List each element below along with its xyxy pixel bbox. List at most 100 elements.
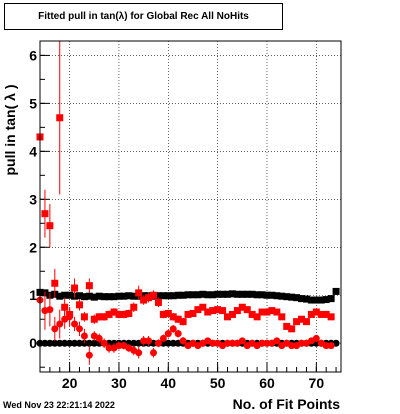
data-point-circle [149, 349, 157, 357]
data-point-square [199, 303, 207, 311]
data-point-square [95, 313, 103, 321]
data-point-circle [322, 342, 330, 350]
data-point-square [233, 307, 241, 315]
data-point-square [130, 303, 138, 311]
data-point-square [214, 306, 222, 314]
data-point-square [302, 318, 310, 326]
data-point-square [66, 291, 74, 299]
data-point-square [278, 292, 286, 300]
data-point-square [46, 222, 54, 230]
data-point-circle [327, 342, 335, 350]
data-point-circle [159, 339, 167, 347]
data-point-circle [228, 339, 236, 347]
data-point-circle [238, 337, 246, 345]
data-point-circle [85, 351, 93, 359]
x-axis-label: No. of Fit Points [232, 396, 340, 412]
x-tick-label: 30 [111, 375, 127, 391]
data-point-square [179, 291, 187, 299]
data-point-square [327, 313, 335, 321]
data-point-square [85, 292, 93, 300]
data-point-square [115, 292, 123, 300]
data-point-circle [85, 339, 93, 347]
data-point-square [209, 291, 217, 299]
data-point-circle [46, 339, 54, 347]
data-point-square [273, 292, 281, 300]
data-point-square [110, 293, 118, 301]
data-point-square [199, 290, 207, 298]
data-point-square [145, 294, 153, 302]
plot-frame [39, 40, 342, 373]
data-point-square [317, 310, 325, 318]
data-point-circle [56, 339, 64, 347]
data-point-square [268, 291, 276, 299]
data-point-square [184, 291, 192, 299]
data-point-circle [80, 332, 88, 340]
data-point-square [307, 310, 315, 318]
data-point-circle [298, 339, 306, 347]
data-point-square [238, 290, 246, 298]
data-point-circle [224, 339, 232, 347]
data-point-square [125, 292, 133, 300]
data-point-square [164, 292, 172, 300]
x-tick-label: 20 [62, 375, 78, 391]
data-point-square [194, 306, 202, 314]
data-point-square [278, 313, 286, 321]
data-point-square [159, 292, 167, 300]
data-point-square [61, 303, 69, 311]
data-point-square [298, 295, 306, 303]
data-point-circle [258, 339, 266, 347]
data-point-circle [130, 339, 138, 347]
data-point-square [189, 309, 197, 317]
data-point-square [204, 308, 212, 316]
y-tick-label: 3 [29, 191, 37, 207]
data-point-square [219, 307, 227, 315]
data-point-square [228, 310, 236, 318]
data-point-circle [159, 334, 167, 342]
x-tick-label: 40 [161, 375, 177, 391]
data-point-square [243, 290, 251, 298]
data-point-circle [51, 325, 59, 333]
data-point-square [268, 307, 276, 315]
y-tick-label: 4 [29, 143, 37, 159]
data-point-square [80, 313, 88, 321]
data-point-circle [90, 339, 98, 347]
y-tick-label: 6 [29, 47, 37, 63]
x-tick-label: 70 [309, 375, 325, 391]
data-point-square [105, 310, 113, 318]
data-point-circle [115, 342, 123, 350]
data-point-square [90, 315, 98, 323]
data-point-square [209, 307, 217, 315]
data-point-circle [71, 320, 79, 328]
data-point-square [317, 296, 325, 304]
data-point-square [322, 310, 330, 318]
data-point-square [115, 310, 123, 318]
chart-title-box: Fitted pull in tan(λ) for Global Rec All… [4, 3, 283, 30]
data-point-circle [46, 306, 54, 314]
data-point-square [174, 291, 182, 299]
data-point-square [169, 313, 177, 321]
data-point-circle [51, 339, 59, 347]
data-point-square [184, 310, 192, 318]
y-tick-label: 1 [29, 287, 37, 303]
y-tick-label: 2 [29, 239, 37, 255]
data-point-square [56, 292, 64, 300]
data-point-square [214, 290, 222, 298]
y-tick-label: 5 [29, 95, 37, 111]
data-point-circle [312, 334, 320, 342]
data-point-square [194, 291, 202, 299]
data-point-circle [169, 325, 177, 333]
data-point-circle [174, 330, 182, 338]
data-point-circle [164, 339, 172, 347]
data-point-square [51, 279, 59, 287]
data-point-square [238, 303, 246, 311]
data-point-circle [140, 337, 148, 345]
data-point-square [263, 291, 271, 299]
data-point-circle [263, 339, 271, 347]
data-point-circle [209, 339, 217, 347]
chart-title: Fitted pull in tan(λ) for Global Rec All… [38, 11, 249, 22]
data-point-square [293, 294, 301, 302]
data-point-circle [61, 339, 69, 347]
y-axis-label-box: pull in tan( λ ) [2, 85, 18, 176]
data-point-square [248, 290, 256, 298]
